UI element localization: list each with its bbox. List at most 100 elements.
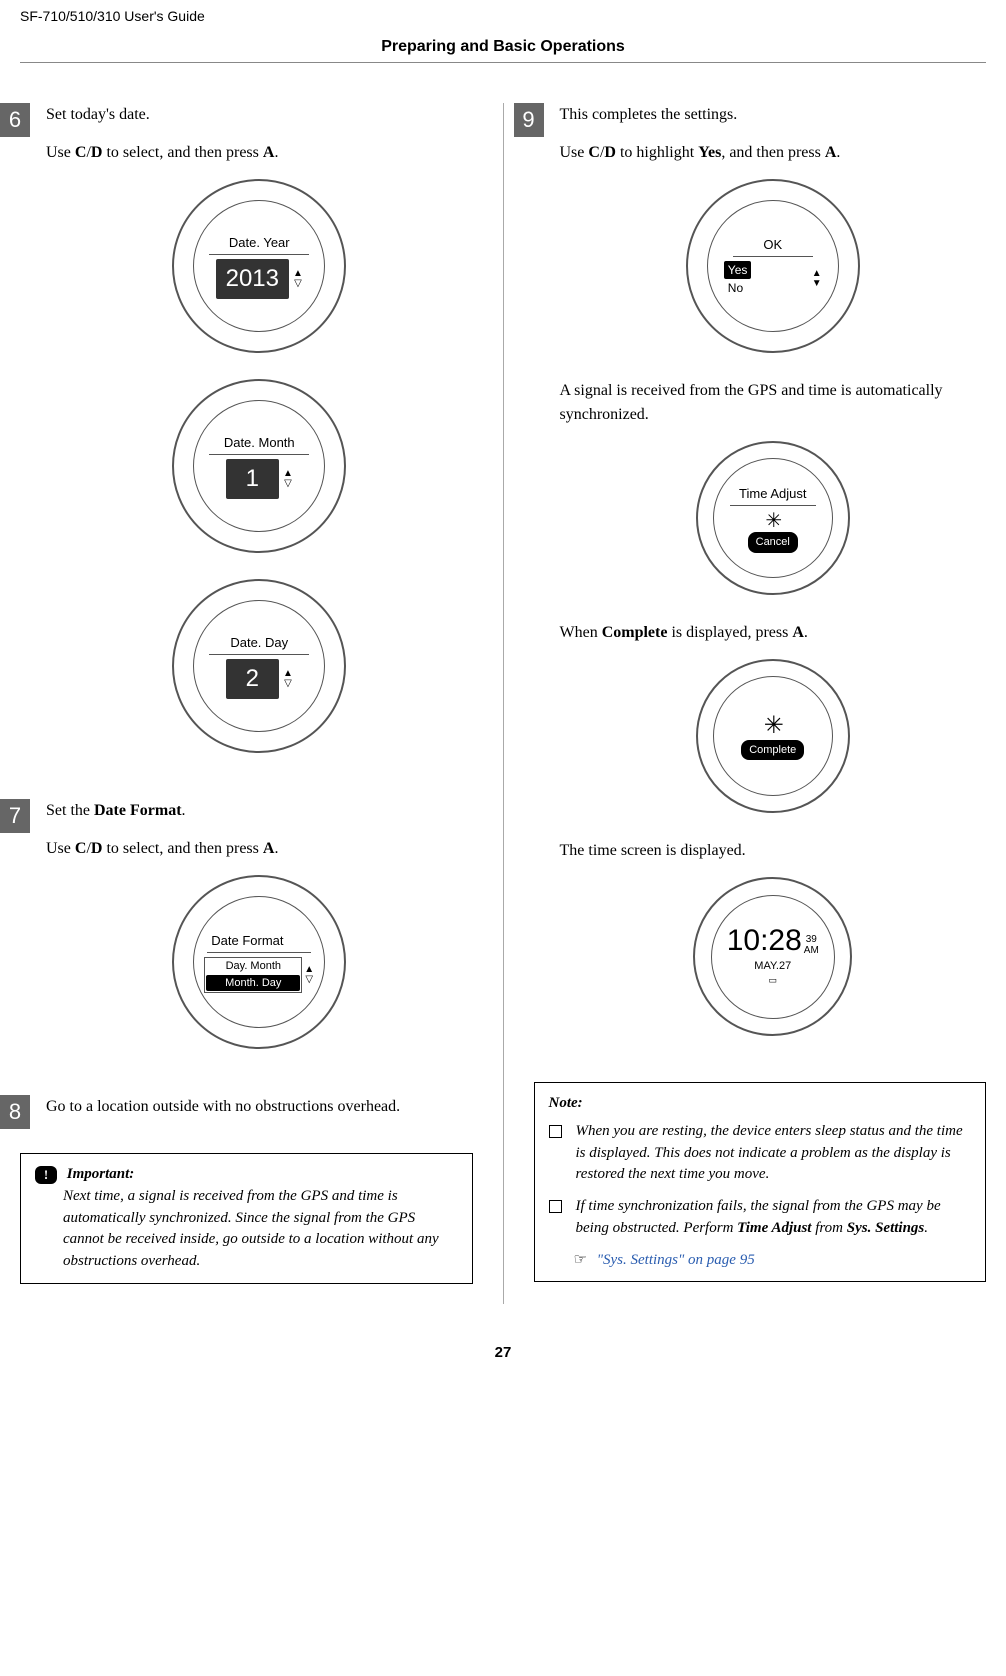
option-no: No (724, 279, 818, 297)
txt: Set the (46, 802, 94, 819)
important-body: Next time, a signal is received from the… (35, 1186, 458, 1273)
watch-label: Date Format (207, 931, 311, 954)
step-6-line1: Set today's date. (46, 103, 473, 127)
note-link-row: ☞ "Sys. Settings" on page 95 (549, 1250, 972, 1272)
step-9-line5: The time screen is displayed. (560, 839, 987, 863)
clock-sec: 39 (804, 934, 819, 945)
note-item-1-text: When you are resting, the device enters … (576, 1121, 972, 1186)
txt: . (274, 144, 278, 161)
watch-label: Date. Month (209, 433, 309, 456)
bold: Date Format (94, 802, 182, 819)
txt: . (836, 144, 840, 161)
watch-label: Time Adjust (730, 484, 816, 507)
watch-ok: OK Yes No ▲▼ (560, 179, 987, 353)
step-6-line2: Use C/D to select, and then press A. (46, 141, 473, 165)
clock-display: 10:28 39 AM (727, 926, 819, 956)
watch-date-day: Date. Day 2 ▲▽ (46, 579, 473, 753)
bold: Yes (698, 144, 721, 161)
txt: to select, and then press (102, 840, 262, 857)
step-6-number: 6 (0, 103, 30, 137)
watch-time-adjust: Time Adjust ✳ Cancel (560, 441, 987, 595)
watch-label: Date. Day (209, 633, 309, 656)
updown-icon: ▲▽ (283, 469, 293, 489)
right-column: 9 This completes the settings. Use C/D t… (534, 103, 987, 1304)
clock-ampm: AM (804, 945, 819, 956)
key-c: C (75, 840, 87, 857)
note-list: When you are resting, the device enters … (549, 1121, 972, 1240)
complete-button: Complete (741, 740, 804, 761)
important-header: ! Important: (35, 1164, 458, 1186)
left-column: 6 Set today's date. Use C/D to select, a… (20, 103, 473, 1304)
txt: When (560, 624, 602, 641)
watch-clock: 10:28 39 AM MAY.27 ▭ (560, 877, 987, 1036)
step-9-body: This completes the settings. Use C/D to … (560, 103, 987, 1062)
step-8: 8 Go to a location outside with no obstr… (20, 1095, 473, 1133)
watch-value: 2 (226, 659, 279, 699)
section-title: Preparing and Basic Operations (20, 38, 986, 63)
note-item-2-text: If time synchronization fails, the signa… (576, 1196, 972, 1240)
header-product: SF-710/510/310 User's Guide (0, 0, 1006, 28)
watch-label: OK (733, 235, 813, 258)
important-box: ! Important: Next time, a signal is rece… (20, 1153, 473, 1284)
updown-icon: ▲▽ (293, 269, 303, 289)
watch-date-month: Date. Month 1 ▲▽ (46, 379, 473, 553)
watch-complete: ✳ Complete (560, 659, 987, 813)
option-2-selected: Month. Day (206, 975, 300, 991)
step-8-line1: Go to a location outside with no obstruc… (46, 1095, 473, 1119)
updown-icon: ▲▽ (304, 965, 314, 985)
key-a: A (263, 144, 275, 161)
txt: . (924, 1220, 928, 1236)
important-title: Important: (67, 1166, 135, 1182)
column-divider (503, 103, 504, 1304)
pointer-icon: ☞ (574, 1252, 587, 1268)
sys-settings-link[interactable]: "Sys. Settings" on page 95 (597, 1252, 755, 1268)
bold: Time Adjust (737, 1220, 811, 1236)
key-a: A (825, 144, 837, 161)
txt: to highlight (616, 144, 698, 161)
step-9-line4: When Complete is displayed, press A. (560, 621, 987, 645)
bold: Complete (602, 624, 668, 641)
step-9-line2: Use C/D to highlight Yes, and then press… (560, 141, 987, 165)
spinner-icon: ✳ (765, 510, 780, 532)
txt: . (804, 624, 808, 641)
watch-value: 2013 (216, 259, 289, 299)
key-a: A (792, 624, 804, 641)
content-columns: 6 Set today's date. Use C/D to select, a… (0, 103, 1006, 1304)
spinner-icon: ✳ (764, 712, 782, 740)
option-yes-selected: Yes (724, 261, 752, 279)
txt: . (274, 840, 278, 857)
bold: Sys. Settings (847, 1220, 925, 1236)
txt: from (811, 1220, 846, 1236)
txt: Use (46, 840, 75, 857)
battery-icon: ▭ (768, 974, 777, 988)
step-7-line1: Set the Date Format. (46, 799, 473, 823)
step-9: 9 This completes the settings. Use C/D t… (534, 103, 987, 1062)
updown-icon: ▲▽ (283, 669, 293, 689)
key-d: D (91, 840, 103, 857)
clock-date: MAY.27 (754, 958, 791, 975)
note-item-1: When you are resting, the device enters … (549, 1121, 972, 1186)
txt: , and then press (721, 144, 825, 161)
updown-icon: ▲▼ (812, 269, 822, 289)
watch-date-format: Date Format Day. Month Month. Day ▲▽ (46, 875, 473, 1049)
txt: . (182, 802, 186, 819)
yesno-box: Yes No (724, 261, 818, 297)
watch-date-year: Date. Year 2013 ▲▽ (46, 179, 473, 353)
step-7-number: 7 (0, 799, 30, 833)
note-item-2: If time synchronization fails, the signa… (549, 1196, 972, 1240)
step-6-body: Set today's date. Use C/D to select, and… (46, 103, 473, 779)
step-9-number: 9 (514, 103, 544, 137)
step-8-body: Go to a location outside with no obstruc… (46, 1095, 473, 1133)
option-1: Day. Month (205, 958, 301, 974)
note-box: Note: When you are resting, the device e… (534, 1082, 987, 1282)
step-6: 6 Set today's date. Use C/D to select, a… (20, 103, 473, 779)
key-d: D (91, 144, 103, 161)
bullet-icon (549, 1200, 562, 1213)
txt: to select, and then press (102, 144, 262, 161)
step-8-number: 8 (0, 1095, 30, 1129)
txt: is displayed, press (667, 624, 792, 641)
step-7-body: Set the Date Format. Use C/D to select, … (46, 799, 473, 1075)
cancel-button: Cancel (748, 532, 798, 553)
watch-label: Date. Year (209, 233, 309, 256)
note-title: Note: (549, 1093, 972, 1115)
